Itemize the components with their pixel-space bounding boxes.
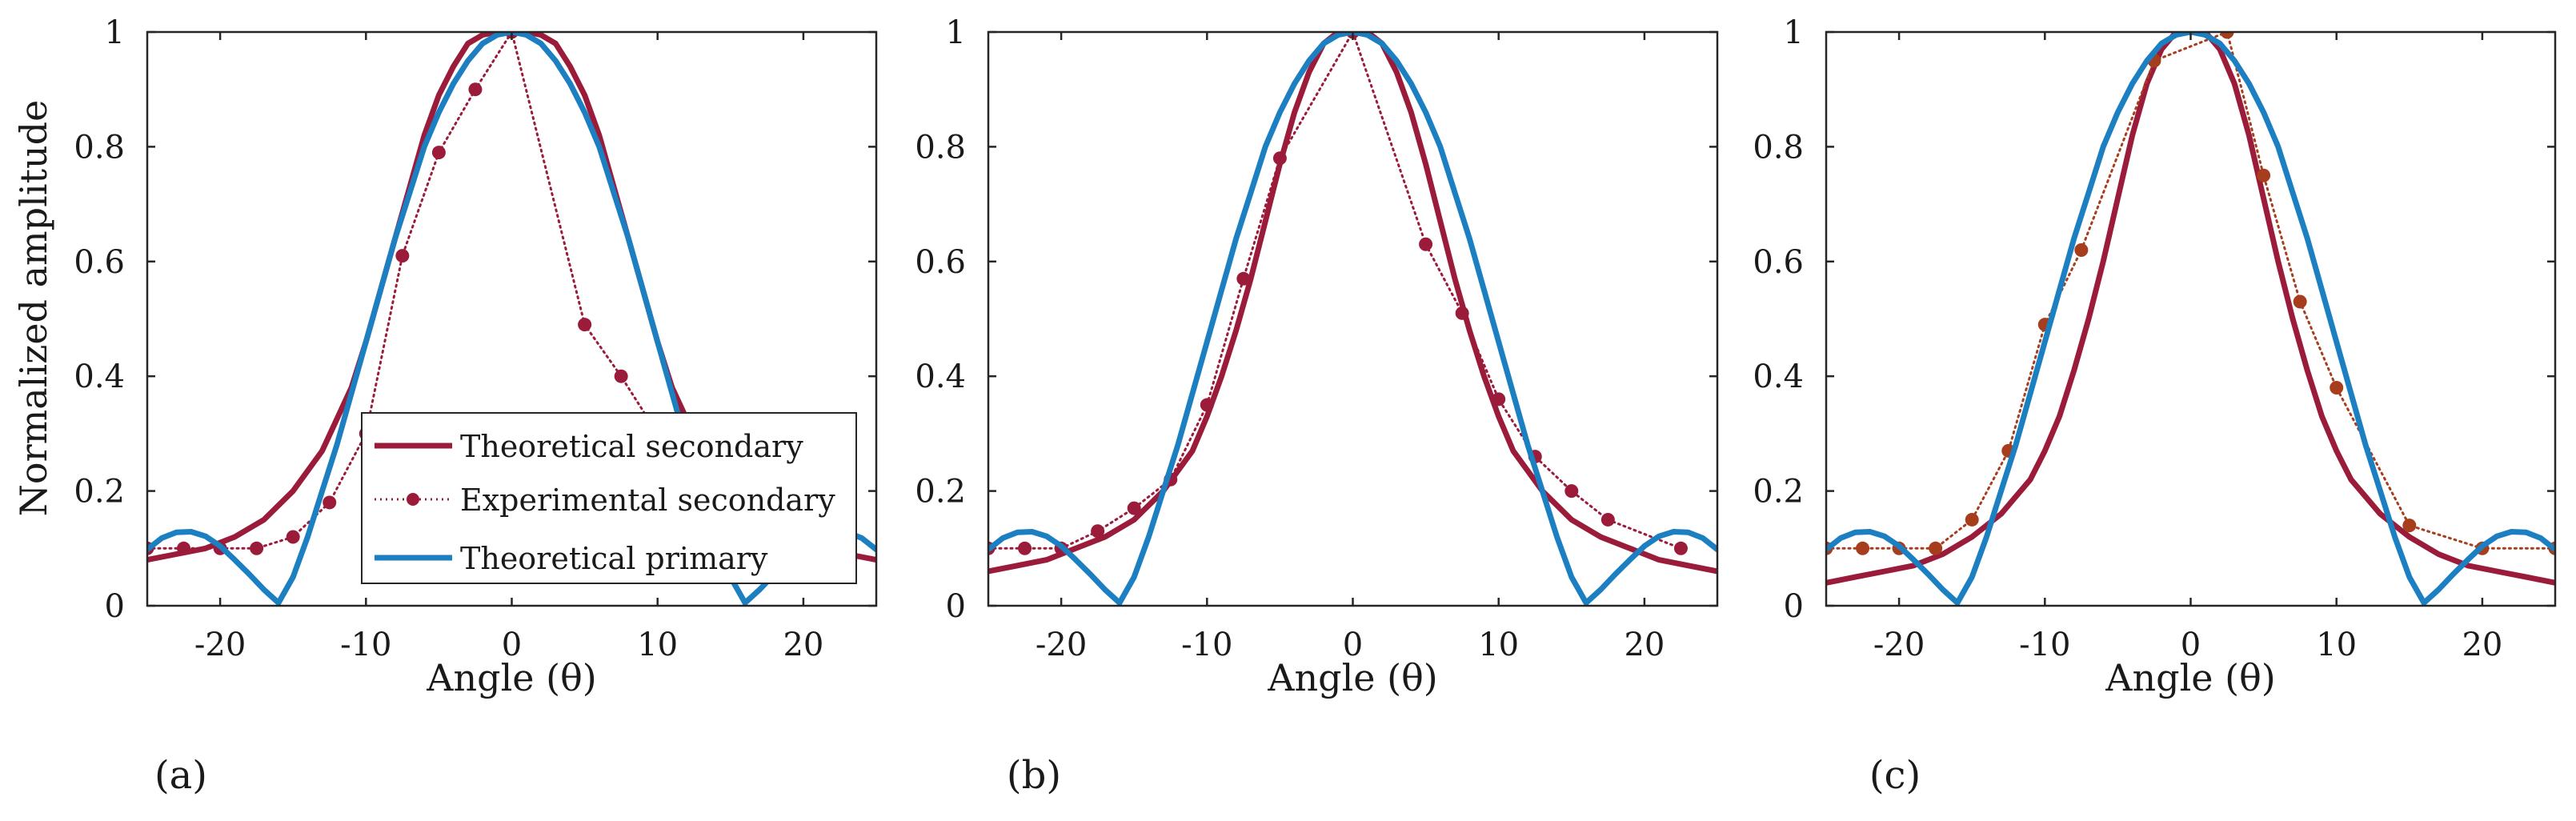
panel-a-point-experimental-secondary-7	[395, 249, 410, 263]
panel-b-label: (b)	[1007, 753, 1061, 798]
panel-c-ytick-label-0: 0	[1784, 588, 1804, 625]
legend-label-experimental-secondary: Experimental secondary	[460, 483, 835, 518]
panel-b-point-experimental-secondary-16	[1673, 541, 1688, 555]
panel-b-point-experimental-secondary-12	[1492, 392, 1506, 406]
panel-c-series-group	[1826, 32, 2555, 606]
panel-c-ytick-label-2: 0.4	[1753, 358, 1804, 395]
panel-a-ytick-label-4: 0.8	[74, 129, 125, 166]
legend-marker-experimental-secondary	[407, 493, 419, 506]
legend-label-theoretical-secondary: Theoretical secondary	[460, 429, 803, 464]
panel-a-ytick-label-5: 1	[105, 14, 125, 51]
panel-b-xtick-label-4: 20	[1624, 627, 1665, 663]
panel-c-ytick-label-3: 0.6	[1753, 244, 1804, 281]
panel-a-point-experimental-secondary-3	[250, 541, 264, 555]
panel-a-xtick-label-4: 20	[783, 627, 823, 663]
panel-c-point-experimental-secondary-13	[2402, 519, 2417, 533]
panel-c-point-experimental-secondary-3	[1929, 541, 1943, 555]
panel-b-ytick-label-3: 0.6	[915, 244, 966, 281]
panel-a-xtick-label-2: 0	[502, 627, 522, 663]
panel-c-point-experimental-secondary-12	[2330, 381, 2344, 395]
panel-b: -20 -10 0 10 20 0 0.2 0.4 0.6 0.8 1 Angle (θ) (b)	[915, 14, 1719, 798]
panel-c-ytick-label-4: 0.8	[1753, 129, 1804, 166]
panel-c-point-experimental-secondary-1	[1856, 541, 1870, 555]
panel-b-x-axis-title: Angle (θ)	[1267, 656, 1437, 699]
panel-c-ytick-label-1: 0.2	[1753, 474, 1804, 511]
panel-b-point-experimental-secondary-8	[1272, 151, 1287, 166]
panel-b-ytick-label-1: 0.2	[915, 474, 966, 511]
panel-c-series-theoretical-secondary	[1826, 32, 2555, 586]
panel-b-point-experimental-secondary-1	[1018, 541, 1032, 555]
panel-a-point-experimental-secondary-5	[323, 495, 337, 510]
panel-c-xtick-label-2: 0	[2181, 627, 2201, 663]
panel-b-xtick-label-2: 0	[1343, 627, 1363, 663]
panel-b-point-experimental-secondary-7	[1236, 271, 1251, 286]
panel-c: -20 -10 0 10 20 0 0.2 0.4 0.6 0.8 1 Angle (θ) (c)	[1753, 14, 2557, 798]
panel-a-point-experimental-secondary-1	[177, 541, 191, 555]
panel-c-x-axis-title: Angle (θ)	[2105, 656, 2275, 699]
panel-b-xtick-label-3: 10	[1478, 627, 1519, 663]
panel-b-point-experimental-secondary-10	[1419, 237, 1433, 251]
panel-a-ytick-label-0: 0	[105, 588, 125, 625]
panel-a-point-experimental-secondary-9	[468, 82, 483, 97]
panel-a-x-axis-title: Angle (θ)	[426, 656, 596, 699]
panel-b-xtick-label-0: -20	[1036, 627, 1087, 663]
panel-a-xtick-label-0: -20	[194, 627, 246, 663]
legend: Theoretical secondary Experimental secon…	[361, 412, 857, 584]
panel-a-point-experimental-secondary-4	[286, 530, 300, 544]
panel-b-series-group	[988, 32, 1717, 606]
panel-b-point-experimental-secondary-6	[1200, 398, 1214, 412]
panel-c-series-theoretical-primary	[1826, 32, 2555, 606]
panel-c-ytick-label-5: 1	[1784, 14, 1804, 51]
panel-c-point-experimental-secondary-11	[2293, 294, 2307, 309]
y-axis-title: Normalized amplitude	[12, 100, 55, 517]
panel-a-xtick-label-1: -10	[340, 627, 391, 663]
panel-a-series-theoretical-primary	[147, 32, 876, 606]
panel-b-point-experimental-secondary-15	[1600, 512, 1615, 527]
panel-c-point-experimental-secondary-9	[2220, 32, 2234, 39]
panel-a-ytick-label-3: 0.6	[74, 244, 125, 281]
panel-a-ytick-label-2: 0.4	[74, 358, 125, 395]
panel-b-ytick-label-4: 0.8	[915, 129, 966, 166]
panel-b-ytick-label-5: 1	[946, 14, 966, 51]
panel-c-plot-area	[1826, 32, 2555, 606]
panel-c-series-experimental-secondary	[1826, 32, 2555, 550]
panel-c-point-experimental-secondary-10	[2257, 168, 2271, 182]
panel-a-ytick-label-1: 0.2	[74, 474, 125, 511]
panel-a: -20 -10 0 10 20 0 0.2 0.4 0.6 0.8 1 Angle (θ) (a)	[74, 14, 878, 798]
panel-c-xtick-label-4: 20	[2462, 627, 2502, 663]
panel-b-ytick-label-2: 0.4	[915, 358, 966, 395]
panel-b-xtick-label-1: -10	[1181, 627, 1232, 663]
panel-b-point-experimental-secondary-11	[1455, 306, 1469, 320]
panel-b-point-experimental-secondary-14	[1564, 484, 1579, 499]
panel-c-xtick-label-3: 10	[2316, 627, 2357, 663]
panel-c-point-experimental-secondary-7	[2074, 242, 2089, 257]
panel-a-point-experimental-secondary-12	[614, 369, 628, 383]
panel-a-label: (a)	[154, 753, 207, 798]
panel-b-ytick-label-0: 0	[946, 588, 966, 625]
panel-a-point-experimental-secondary-8	[431, 146, 446, 160]
panel-c-label: (c)	[1869, 753, 1921, 798]
panel-c-xtick-label-0: -20	[1873, 627, 1925, 663]
panel-b-point-experimental-secondary-4	[1127, 501, 1141, 515]
panel-a-point-experimental-secondary-11	[578, 318, 592, 332]
panel-a-xtick-label-3: 10	[637, 627, 678, 663]
legend-label-theoretical-primary: Theoretical primary	[460, 541, 768, 576]
panel-b-series-theoretical-primary	[988, 32, 1717, 606]
panel-c-point-experimental-secondary-4	[1965, 512, 1979, 527]
panel-c-xtick-label-1: -10	[2019, 627, 2070, 663]
panel-b-point-experimental-secondary-3	[1091, 524, 1105, 539]
